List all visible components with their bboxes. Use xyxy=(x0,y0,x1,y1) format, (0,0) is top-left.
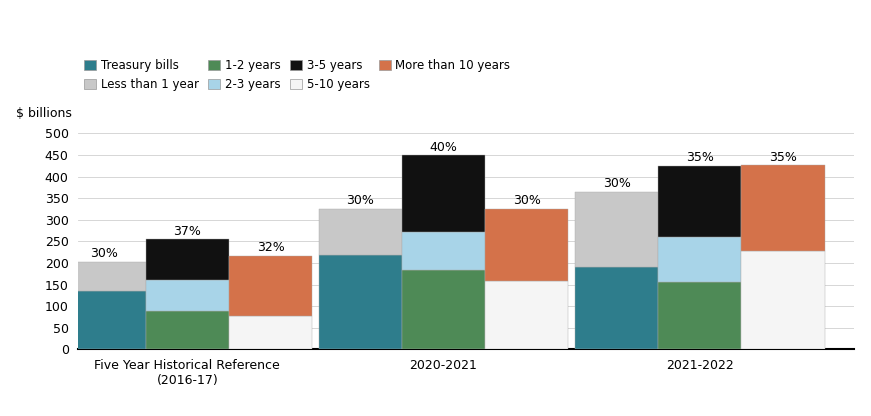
Bar xyxy=(145,280,229,312)
Bar xyxy=(658,282,741,349)
Bar xyxy=(575,267,658,349)
Bar xyxy=(145,312,229,349)
Bar xyxy=(63,291,145,349)
Bar xyxy=(485,281,569,349)
Bar xyxy=(402,233,485,270)
Text: $ billions: $ billions xyxy=(17,107,72,120)
Legend: Treasury bills, Less than 1 year, 1-2 years, 2-3 years, 3-5 years, 5-10 years, M: Treasury bills, Less than 1 year, 1-2 ye… xyxy=(84,59,510,91)
Text: 35%: 35% xyxy=(769,151,797,163)
Bar xyxy=(402,156,485,233)
Bar xyxy=(229,256,312,316)
Bar xyxy=(741,251,825,349)
Text: 30%: 30% xyxy=(513,194,541,207)
Text: 35%: 35% xyxy=(685,151,713,164)
Text: 30%: 30% xyxy=(347,194,375,207)
Bar xyxy=(485,208,569,281)
Text: 30%: 30% xyxy=(603,177,631,190)
Text: 30%: 30% xyxy=(90,247,118,260)
Bar xyxy=(229,316,312,349)
Bar xyxy=(658,237,741,282)
Text: 32%: 32% xyxy=(257,241,285,255)
Text: 37%: 37% xyxy=(173,225,201,238)
Bar xyxy=(145,239,229,280)
Bar xyxy=(319,208,402,255)
Bar xyxy=(741,166,825,251)
Text: 40%: 40% xyxy=(429,141,457,154)
Bar xyxy=(402,270,485,349)
Bar xyxy=(658,166,741,237)
Bar xyxy=(319,255,402,349)
Bar xyxy=(63,262,145,291)
Bar xyxy=(575,192,658,267)
